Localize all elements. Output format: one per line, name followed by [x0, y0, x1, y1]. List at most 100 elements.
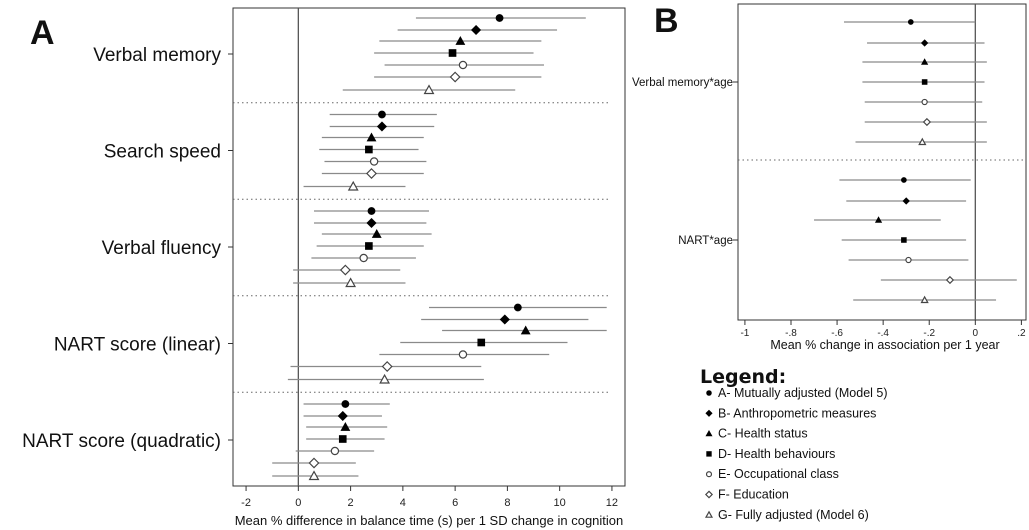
a-point-nart-score-(linear)-e [458, 350, 468, 359]
a-point-verbal-memory-c [455, 35, 466, 45]
a-group-label: Verbal memory [93, 45, 221, 66]
a-point-nart-score-(quadratic)-e [330, 446, 340, 456]
a-x-tick-label: 8 [504, 497, 510, 509]
a-point-verbal-fluency-f [339, 264, 351, 276]
b-point-verbal-memory*age-d [921, 79, 928, 85]
a-point-nart-score-(quadratic)-b [337, 410, 348, 422]
b-x-tick-label: 0 [973, 328, 979, 339]
b-x-tick-label: -1 [740, 328, 749, 339]
legend-label-f: F- Education [718, 488, 789, 502]
legend-item-d: D- Health behaviours [706, 447, 835, 461]
panel-b-letter: B [654, 2, 679, 40]
b-point-verbal-memory*age-g [918, 137, 927, 146]
b-group-label: Verbal memory*age [632, 77, 733, 89]
a-point-verbal-fluency-d [365, 242, 373, 250]
a-x-tick-label: 12 [606, 497, 618, 509]
a-point-verbal-fluency-c [371, 228, 382, 238]
legend-marker-c [705, 429, 713, 437]
a-x-tick-label: 4 [400, 497, 406, 509]
legend-label-b: B- Anthropometric measures [718, 406, 876, 420]
a-point-nart-score-(quadratic)-g [308, 470, 320, 481]
panel-b-frame [737, 3, 1027, 321]
a-point-search-speed-d [365, 145, 373, 154]
a-x-tick-label: 2 [348, 497, 354, 509]
a-point-nart-score-(quadratic)-d [338, 435, 347, 443]
a-x-tick-label: 0 [295, 497, 301, 509]
panel-b-x-axis-label: Mean % change in association per 1 year [770, 338, 999, 352]
a-point-verbal-fluency-e [359, 253, 368, 263]
a-x-tick-label: 10 [554, 497, 566, 509]
a-point-verbal-memory-b [470, 24, 482, 36]
legend-marker-f [705, 490, 713, 499]
b-point-nart*age-b [902, 197, 910, 205]
legend-marker-g [704, 510, 714, 518]
a-point-nart-score-(quadratic)-a [341, 400, 350, 408]
a-point-search-speed-b [376, 121, 388, 132]
panel-a-letter: A [30, 14, 55, 52]
a-point-search-speed-f [366, 168, 377, 179]
b-point-verbal-memory*age-a [907, 19, 914, 25]
panel-a-forest-plot: Verbal memory Search speed Verbal fluency N… [22, 7, 626, 528]
a-point-search-speed-a [378, 110, 386, 119]
legend-marker-d [706, 451, 712, 457]
legend-label-g: G- Fully adjusted (Model 6) [718, 508, 869, 522]
legend-label-a: A- Mutually adjusted (Model 5) [718, 386, 888, 400]
a-point-verbal-fluency-a [367, 207, 376, 215]
legend-label-e: E- Occupational class [718, 467, 839, 481]
b-point-nart*age-d [901, 237, 907, 243]
b-point-nart*age-c [874, 216, 883, 223]
a-point-verbal-memory-g [423, 84, 435, 95]
legend-marker-a [706, 390, 712, 396]
a-point-verbal-fluency-b [366, 217, 377, 229]
a-point-nart-score-(linear)-c [520, 325, 531, 335]
b-x-tick-label: -.8 [785, 328, 797, 339]
legend-item-f: F- Education [705, 488, 789, 502]
b-point-nart*age-f [945, 275, 955, 285]
b-x-tick-label: -.4 [877, 328, 889, 339]
legend-item-c: C- Health status [705, 427, 808, 441]
b-point-verbal-memory*age-b [920, 39, 929, 47]
a-point-verbal-memory-d [448, 49, 457, 57]
b-point-nart*age-g [920, 295, 929, 304]
legend-title: Legend: [700, 366, 786, 388]
panel-b-forest-plot: Verbal memory*age NART*age -1 -.8 -.6 -.4 -.2… [632, 3, 1027, 352]
legend-label-d: D- Health behaviours [718, 447, 835, 461]
a-group-label: NART score (linear) [54, 335, 221, 356]
a-x-tick-label: 6 [452, 497, 458, 509]
a-group-label: Search speed [104, 142, 221, 163]
a-point-search-speed-g [347, 180, 359, 191]
legend-item-b: B- Anthropometric measures [705, 406, 876, 420]
legend-marker-b [705, 409, 713, 417]
legend-label-c: C- Health status [718, 427, 808, 441]
a-point-nart-score-(quadratic)-f [308, 457, 320, 469]
panel-a-frame [232, 7, 626, 487]
a-point-verbal-memory-e [458, 60, 468, 70]
a-point-verbal-fluency-g [345, 277, 357, 288]
a-point-nart-score-(quadratic)-c [340, 421, 351, 431]
b-x-tick-label: .2 [1017, 328, 1026, 339]
legend-item-e: E- Occupational class [705, 467, 839, 481]
b-point-verbal-memory*age-f [922, 117, 932, 127]
b-x-tick-label: -.6 [831, 328, 843, 339]
b-point-verbal-memory*age-e [921, 98, 928, 106]
a-point-search-speed-c [366, 132, 377, 142]
a-point-search-speed-e [369, 157, 379, 166]
legend-item-g: G- Fully adjusted (Model 6) [704, 508, 869, 522]
legend-item-a: A- Mutually adjusted (Model 5) [706, 386, 888, 400]
legend-marker-e [705, 471, 713, 478]
b-x-tick-label: -.2 [923, 328, 935, 339]
panel-a-x-axis-label: Mean % difference in balance time (s) pe… [235, 513, 624, 528]
b-point-nart*age-a [901, 177, 907, 183]
b-point-nart*age-e [905, 256, 912, 264]
a-group-label: Verbal fluency [102, 238, 222, 259]
a-point-nart-score-(linear)-f [381, 361, 393, 372]
a-point-verbal-memory-f [449, 71, 461, 83]
b-point-verbal-memory*age-c [921, 58, 929, 65]
a-point-nart-score-(linear)-a [513, 303, 522, 312]
a-point-nart-score-(linear)-g [379, 373, 390, 384]
legend: Legend: A- Mutually adjusted (Model 5) B-… [700, 366, 888, 522]
a-point-nart-score-(linear)-d [477, 338, 486, 347]
a-x-tick-label: -2 [241, 497, 251, 509]
a-group-label: NART score (quadratic) [22, 431, 221, 452]
